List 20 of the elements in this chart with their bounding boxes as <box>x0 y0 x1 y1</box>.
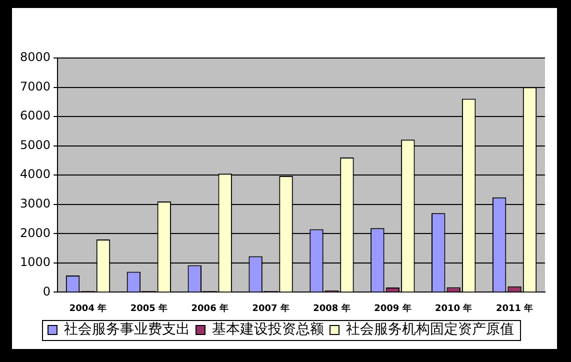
y-tick-label: 5000 <box>20 138 51 152</box>
x-tick-label: 2010 年 <box>435 302 472 314</box>
y-tick-label: 8000 <box>20 50 51 64</box>
y-tick-label: 7000 <box>20 79 51 94</box>
x-tick-label: 2009 年 <box>374 302 412 314</box>
x-tick-label: 2011 年 <box>496 302 534 314</box>
x-tick-label: 2007 年 <box>252 302 290 314</box>
y-tick-label: 3000 <box>20 196 51 210</box>
x-tick-label: 2006 年 <box>191 302 228 314</box>
y-tick-label: 0 <box>42 284 51 298</box>
legend-label: 社会服务机构固定资产原值 <box>346 322 514 338</box>
y-tick-label: 1000 <box>20 255 51 270</box>
x-tick-label: 2008 年 <box>313 302 350 314</box>
legend-label: 社会服务事业费支出 <box>64 322 190 338</box>
y-tick-label: 4000 <box>20 167 51 182</box>
y-tick-label: 6000 <box>20 108 51 123</box>
x-tick-label: 2005 年 <box>130 302 168 314</box>
legend-label: 基本建设投资总额 <box>212 322 324 338</box>
y-tick-label: 2000 <box>20 226 51 240</box>
x-tick-label: 2004 年 <box>69 302 107 314</box>
